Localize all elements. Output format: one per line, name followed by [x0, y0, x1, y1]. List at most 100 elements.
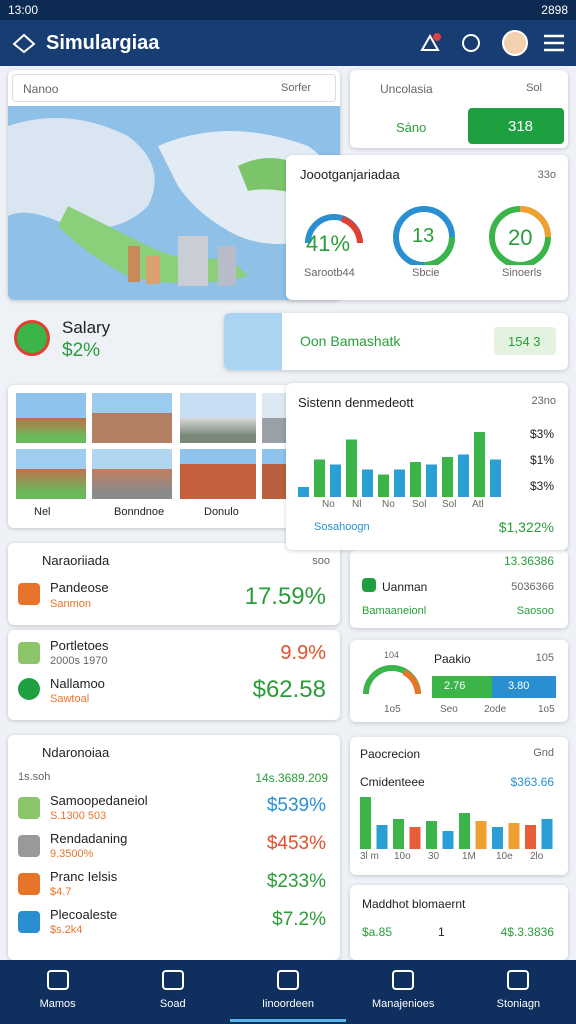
x-tick-label: 30	[428, 851, 440, 862]
nav-item[interactable]: Stoniagn	[461, 960, 576, 1024]
bar	[490, 459, 501, 497]
action-button[interactable]: 318	[468, 108, 564, 144]
card-title: Maddhot blomaernt	[362, 897, 466, 911]
bar	[474, 432, 485, 497]
logo	[12, 33, 36, 54]
card-meta: Gnd	[533, 747, 554, 759]
filter-text[interactable]: Sorfer	[281, 82, 311, 94]
card-title: Ndaronoiaa	[42, 745, 110, 760]
row-icon	[18, 583, 40, 605]
list-card: Portletoes 2000s 1970 9.9% Nallamoo Sawt…	[8, 630, 340, 720]
bar-chart	[298, 432, 501, 497]
nav-item[interactable]: Iinoordeen	[230, 960, 346, 1024]
gallery-tab[interactable]: Nel	[34, 506, 51, 518]
row-sub: 2000s 1970	[50, 655, 108, 667]
gauge-value: 13	[412, 225, 435, 247]
salary-title: Salary	[62, 318, 111, 337]
photo[interactable]	[180, 449, 256, 499]
row-name: Pandeose	[50, 580, 109, 595]
nav-item[interactable]: Manajenioes	[346, 960, 461, 1024]
bar	[346, 439, 357, 497]
bar	[314, 459, 325, 497]
bar	[475, 821, 487, 849]
legend-item: $3%	[529, 479, 554, 493]
battery: 2898	[541, 3, 568, 17]
row-value: $62.58	[252, 676, 326, 703]
app-title: Simulargiaa	[46, 32, 160, 54]
menu-button[interactable]	[542, 34, 566, 52]
bar	[442, 457, 453, 497]
bar	[376, 825, 388, 849]
bar	[492, 827, 503, 849]
card-title: Sistenn denmedeott	[298, 395, 414, 410]
card-meta: 105	[535, 652, 554, 664]
gauge-label: Sinoerls	[502, 267, 542, 279]
banner-icon	[224, 313, 282, 370]
bar	[362, 469, 373, 497]
label: Sáno	[396, 120, 427, 135]
row-icon	[18, 873, 40, 895]
card-total: 14s.3689.209	[255, 771, 328, 785]
notification-button[interactable]	[418, 32, 442, 54]
list-card: Naraoriiada soo Pandeose Sanmon 17.59%	[8, 543, 340, 625]
photo[interactable]	[180, 393, 256, 443]
bottom-nav: Mamos Soad Iinoordeen Manajenioes Stoniagn	[0, 960, 576, 1024]
chat-button[interactable]	[460, 32, 484, 54]
row-name: Uanman	[382, 580, 428, 594]
card-meta: 33o	[537, 169, 556, 181]
progress-segment: 3.80	[492, 676, 556, 698]
card-value: 1	[438, 925, 445, 939]
legend-item: $1%	[529, 453, 554, 467]
gallery-tab[interactable]: Bonndnoe	[114, 506, 165, 518]
row-sub: Sawtoal	[50, 693, 90, 705]
x-tick-label: 3l m	[360, 851, 379, 862]
row-icon	[18, 678, 40, 700]
segment-label: 3.80	[508, 680, 530, 692]
filter-text[interactable]: Sol	[526, 82, 542, 94]
salary-icon	[14, 320, 50, 356]
avatar[interactable]	[502, 30, 528, 56]
nav-label: Soad	[159, 998, 186, 1010]
photo[interactable]	[16, 393, 86, 443]
nav-icon	[46, 970, 69, 990]
row-value: $233%	[266, 871, 326, 892]
gauge-value: 104	[384, 650, 400, 660]
label: 2ode	[484, 704, 507, 715]
bar	[541, 819, 553, 849]
banner-title: Oon Bamashatk	[300, 333, 401, 349]
nav-item[interactable]: Mamos	[0, 960, 115, 1024]
map-search[interactable]: Nanoo Sorfer	[12, 74, 336, 102]
button-text: 154 3	[508, 334, 541, 349]
bar	[508, 823, 520, 849]
salary-value: $2%	[62, 340, 101, 361]
list-card: Ndaronoiaa 1s.soh 14s.3689.209 Samoopeda…	[8, 735, 340, 960]
photo[interactable]	[92, 449, 172, 499]
search-text: Uncolasia	[380, 82, 433, 96]
bar	[298, 487, 309, 497]
gauge-value: 41%	[306, 231, 351, 256]
photo[interactable]	[16, 449, 86, 499]
bar	[525, 825, 536, 849]
banner[interactable]: Oon Bamashatk 154 3	[224, 313, 568, 370]
gallery-tab[interactable]: Donulo	[204, 506, 239, 518]
bar	[426, 464, 437, 497]
nav-label: Stoniagn	[496, 998, 541, 1010]
card-value: $363.66	[510, 775, 554, 789]
card-value: 13.36386	[503, 554, 554, 568]
x-tick-label: 2lo	[530, 851, 544, 862]
photo[interactable]	[92, 393, 172, 443]
footer-label: Sosahoogn	[314, 521, 370, 533]
bar	[459, 813, 470, 849]
row-name: Portletoes	[50, 638, 109, 653]
row-meta: 5036366	[511, 581, 554, 593]
bar	[426, 821, 437, 849]
row-sub: $s.2k4	[50, 924, 83, 936]
bar	[330, 464, 341, 497]
banner-button[interactable]: 154 3	[494, 327, 556, 355]
card-title: Naraoriiada	[42, 553, 110, 568]
nav-icon	[161, 970, 184, 990]
row-name: Nallamoo	[50, 676, 105, 691]
nav-item[interactable]: Soad	[115, 960, 230, 1024]
row-icon	[362, 578, 376, 592]
gauge-label: Sarootb44	[304, 267, 355, 279]
